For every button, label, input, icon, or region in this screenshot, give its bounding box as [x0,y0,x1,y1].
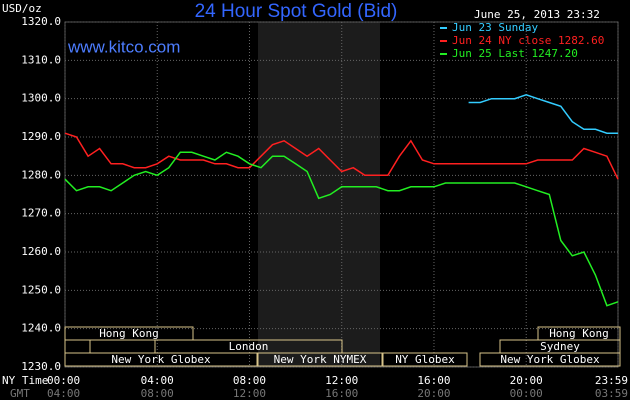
session-box [64,326,194,341]
y-tick-label: 1240.0 [21,322,61,335]
session-box [479,352,621,367]
x2-tick-label: 12:00 [233,387,266,400]
y-tick-label: 1260.0 [21,245,61,258]
y-tick-label: 1280.0 [21,168,61,181]
x-tick-label: 12:00 [325,374,358,387]
y-tick-label: 1290.0 [21,130,61,143]
x2-label: GMT [10,387,30,400]
x-tick-label: 00:00 [47,374,80,387]
y-tick-label: 1270.0 [21,207,61,220]
x2-tick-label: 08:00 [141,387,174,400]
session-label: Sydney [540,340,580,353]
x2-tick-label: 00:00 [510,387,543,400]
timestamp: June 25, 2013 23:32 [474,8,600,21]
session-label: Hong Kong [99,327,159,340]
x2-tick-label: 04:00 [47,387,80,400]
x-tick-label: 08:00 [233,374,266,387]
session-box [382,352,468,367]
x-tick-label: 23:59 [595,374,628,387]
session-box [64,352,258,367]
session-label: Hong Kong [549,327,609,340]
x-tick-label: 16:00 [417,374,450,387]
chart-title: 24 Hour Spot Gold (Bid) [195,1,398,22]
session-shade [258,22,380,367]
y-tick-label: 1230.0 [21,360,61,373]
legend-label: Jun 24 NY close 1282.60 [452,34,604,47]
y-tick-label: 1250.0 [21,283,61,296]
x2-tick-label: 20:00 [417,387,450,400]
series-line [468,94,618,134]
legend-label: Jun 23 Sunday [452,21,538,34]
y-tick-label: 1310.0 [21,53,61,66]
y-tick-label: 1320.0 [21,15,61,28]
session-box [257,352,383,367]
x2-tick-label: 16:00 [325,387,358,400]
session-label: New York Globex [111,353,211,366]
x-tick-label: 20:00 [510,374,543,387]
session-label: New York Globex [500,353,600,366]
y-unit: USD/oz [2,2,42,15]
x2-tick-label: 03:59 [595,387,628,400]
series-line [64,151,619,307]
y-tick-label: 1300.0 [21,92,61,105]
x-label: NY Time [2,374,48,387]
legend-label: Jun 25 Last 1247.20 [452,47,578,60]
site: www.kitco.com [67,37,180,56]
series-line [64,132,619,180]
x-tick-label: 04:00 [141,374,174,387]
session-label: New York NYMEX [274,353,367,366]
session-label: NY Globex [395,353,455,366]
session-label: London [229,340,269,353]
